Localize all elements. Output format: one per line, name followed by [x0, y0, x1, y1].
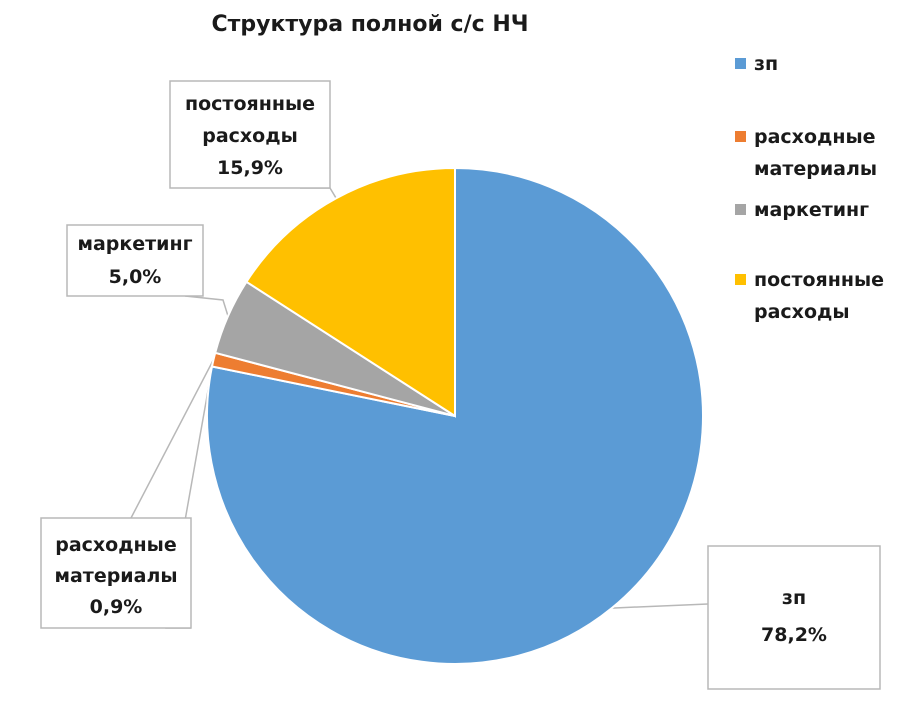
legend: зп расходные материалы маркетинг постоянные р… [735, 53, 884, 323]
pie-slices [206, 166, 704, 665]
leader-line-marketing [184, 295, 229, 317]
legend-swatch [735, 58, 746, 69]
chart-title: Структура полной с/с НЧ [211, 12, 528, 37]
data-label-category: зп [782, 587, 806, 609]
data-label-zp: зп 78,2% [707, 545, 881, 690]
legend-swatch [735, 131, 746, 142]
data-label-marketing: маркетинг 5,0% [66, 224, 204, 297]
data-label-category: расходы [202, 125, 298, 147]
data-label-value: 15,9% [217, 157, 283, 179]
data-label-category: материалы [54, 565, 177, 587]
data-label-category: расходные [55, 534, 177, 556]
leader-line-zp [611, 603, 709, 609]
data-label-value: 78,2% [761, 624, 827, 646]
legend-label: постоянные [754, 269, 884, 291]
data-label-fixed-costs: постоянные расходы 15,9% [169, 80, 331, 189]
pie-slice-zp [206, 166, 704, 665]
data-label-box [66, 224, 204, 297]
data-label-consumables: расходные материалы 0,9% [40, 517, 192, 629]
data-label-box [169, 80, 331, 189]
data-label-value: 5,0% [109, 266, 162, 288]
legend-label: расходы [754, 301, 850, 323]
legend-item-consumables: расходные материалы [735, 126, 877, 180]
data-label-value: 0,9% [90, 596, 143, 618]
legend-swatch [735, 274, 746, 285]
legend-label: материалы [754, 158, 877, 180]
legend-item-zp: зп [735, 53, 778, 75]
legend-label: маркетинг [754, 199, 869, 221]
legend-label: зп [754, 53, 778, 75]
legend-label: расходные [754, 126, 876, 148]
data-label-box [707, 545, 881, 690]
legend-item-fixed-costs: постоянные расходы [735, 269, 884, 323]
leader-line-fixed-costs [300, 187, 337, 199]
pie-slice-fixed-costs [245, 166, 456, 418]
data-label-box [40, 517, 192, 629]
data-label-category: маркетинг [77, 233, 192, 255]
legend-item-marketing: маркетинг [735, 199, 869, 221]
data-label-category: постоянные [185, 93, 315, 115]
legend-swatch [735, 204, 746, 215]
data-labels: зп 78,2% расходные материалы 0,9% маркетинг 5,… [40, 80, 881, 690]
